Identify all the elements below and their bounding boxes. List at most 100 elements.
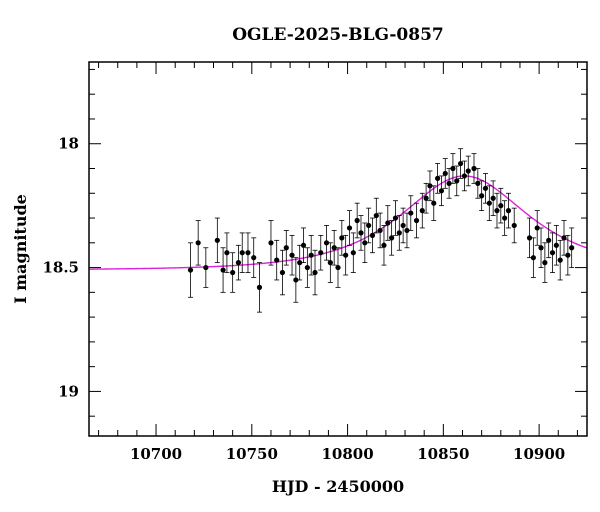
data-marker [442, 170, 448, 177]
data-marker [450, 165, 456, 172]
data-marker [358, 230, 364, 236]
data-marker [419, 208, 425, 214]
data-point [502, 200, 508, 236]
data-marker [331, 245, 337, 251]
x-axis-label: HJD - 2450000 [272, 477, 404, 496]
data-point [419, 192, 425, 229]
data-point [553, 225, 559, 266]
data-marker [369, 232, 376, 238]
data-marker [427, 183, 433, 189]
data-marker [283, 245, 289, 251]
data-marker [220, 267, 226, 273]
data-marker [569, 245, 575, 251]
data-marker [408, 210, 414, 216]
data-point [542, 242, 548, 283]
data-point [308, 234, 314, 276]
data-point [511, 207, 517, 244]
data-marker [534, 225, 540, 231]
data-point [505, 192, 512, 229]
x-tick-label: 10900 [513, 445, 565, 463]
data-marker [465, 168, 471, 174]
data-marker [396, 230, 402, 236]
data-marker [327, 260, 333, 266]
x-tick-label: 10800 [321, 445, 373, 463]
data-point [438, 175, 445, 207]
data-point [214, 217, 220, 264]
data-point [427, 170, 433, 202]
data-marker [400, 222, 406, 229]
data-point [224, 232, 230, 273]
data-marker [251, 255, 257, 261]
data-marker [308, 252, 314, 258]
data-point [377, 212, 383, 249]
y-tick-label: 19 [58, 382, 79, 400]
data-point [408, 195, 414, 231]
data-point [457, 148, 464, 179]
data-point [256, 262, 263, 313]
data-point [526, 217, 533, 259]
data-point [373, 197, 379, 234]
data-marker [538, 245, 544, 251]
data-marker [404, 227, 410, 234]
plot-area [88, 148, 588, 313]
data-point [461, 160, 468, 192]
data-marker [511, 222, 517, 229]
data-marker [561, 235, 567, 241]
data-marker [293, 277, 299, 283]
y-axis-label: I magnitude [11, 194, 30, 304]
data-point [279, 249, 286, 296]
data-point [300, 227, 307, 264]
data-point [486, 185, 492, 221]
data-marker [224, 250, 230, 256]
data-marker [446, 180, 452, 186]
data-marker [486, 200, 492, 206]
data-point [561, 220, 567, 256]
data-point [354, 202, 360, 239]
x-tick-label: 10750 [226, 445, 278, 463]
data-marker [471, 165, 477, 172]
data-point [369, 217, 376, 254]
data-point [220, 247, 226, 293]
data-marker [239, 250, 245, 256]
data-marker [300, 242, 307, 248]
data-marker [482, 185, 489, 191]
data-point [245, 232, 251, 273]
data-point [479, 180, 485, 212]
data-point [389, 220, 395, 256]
data-marker [268, 240, 274, 246]
data-point [392, 200, 399, 236]
data-point [400, 207, 406, 244]
data-point [475, 168, 481, 199]
data-point [431, 185, 437, 221]
data-point [530, 237, 536, 278]
data-marker [323, 240, 330, 246]
data-point [450, 153, 456, 184]
data-point [235, 244, 241, 281]
data-marker [354, 217, 360, 224]
data-marker [381, 242, 387, 248]
data-point [339, 220, 345, 256]
data-marker [565, 252, 571, 258]
data-marker [494, 208, 500, 214]
data-point [318, 234, 324, 271]
data-point [187, 242, 194, 298]
data-point [465, 155, 471, 187]
data-point [454, 165, 460, 197]
data-marker [350, 250, 356, 256]
data-marker [553, 242, 559, 248]
data-point [366, 207, 372, 244]
data-marker [274, 257, 280, 263]
data-marker [339, 235, 345, 241]
data-point [268, 220, 274, 266]
data-point [335, 247, 341, 288]
data-marker [373, 212, 379, 219]
data-point [239, 232, 245, 273]
data-marker [297, 260, 303, 266]
data-point [274, 239, 280, 281]
data-marker [346, 225, 353, 231]
data-point [538, 227, 544, 268]
x-tick-label: 10850 [417, 445, 469, 463]
data-marker [289, 252, 295, 258]
data-marker [490, 195, 496, 201]
data-point [498, 187, 504, 224]
